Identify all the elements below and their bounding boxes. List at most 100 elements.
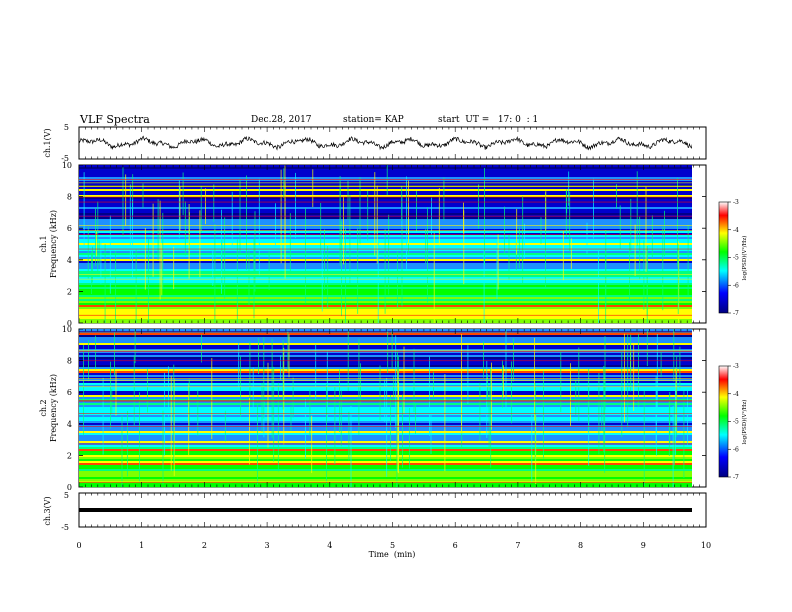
spectrogram-spike — [467, 345, 469, 404]
time-tick-label: 5 — [390, 541, 395, 550]
ch1-ytick-5: 5 — [64, 123, 69, 132]
spectrogram-spike — [646, 246, 648, 323]
spectrogram-row — [79, 375, 692, 378]
spectrogram-line — [79, 182, 692, 184]
colorbar-tick-label: -6 — [733, 282, 739, 289]
spectrogram-line — [79, 331, 692, 333]
time-tick-label: 7 — [515, 541, 520, 550]
spectrogram-spike — [311, 415, 313, 473]
spectrogram-spike — [273, 366, 275, 462]
colorbar-tick-label: -6 — [733, 446, 739, 453]
spectrogram-spike — [290, 406, 292, 431]
ch3-ytick-5: 5 — [64, 491, 69, 500]
spectrogram-spike — [357, 227, 359, 314]
spectrogram-spike — [401, 226, 403, 307]
spectrogram-spike — [398, 382, 399, 474]
spectrogram-spike — [672, 406, 674, 487]
spectrogram-spike — [601, 397, 603, 431]
spectrogram-spike — [231, 191, 233, 249]
spectrogram-row — [79, 343, 692, 346]
spectrogram-spike — [340, 390, 342, 447]
spectrogram-row — [79, 223, 692, 226]
spectrogram-spike — [97, 201, 99, 277]
spectrogram-spike — [568, 171, 570, 206]
spectrogram-spike — [320, 203, 322, 255]
spectrogram-row — [79, 383, 692, 386]
spectrogram-spike — [387, 331, 389, 373]
spectrogram-row — [79, 455, 692, 458]
spectrogram-line — [79, 443, 692, 445]
spectrogram-spike — [570, 363, 571, 427]
spectrogram-spike — [326, 350, 328, 422]
spectrogram-row — [79, 411, 692, 414]
spectrogram-spike — [488, 386, 490, 449]
spectrogram-spike — [511, 361, 512, 424]
spectrogram-spike — [427, 207, 428, 303]
spectrogram-row — [79, 359, 692, 362]
spectrogram-row — [79, 173, 692, 176]
spectrogram-spike — [409, 408, 410, 469]
spectrogram-line — [79, 179, 692, 180]
spectrogram-spike — [402, 394, 403, 468]
spectrogram-spike — [638, 333, 639, 408]
spectrogram-spike — [249, 341, 251, 405]
spectrogram-spike — [315, 344, 317, 400]
spectrogram-spike — [531, 412, 533, 483]
spectrogram-spike — [133, 356, 135, 426]
spectrogram-spike — [263, 337, 265, 419]
spectrogram-spike — [415, 403, 416, 434]
spectrogram-spike — [634, 224, 636, 276]
spectrogram-spike — [376, 185, 378, 264]
spectrogram-spike — [384, 229, 386, 314]
spectrogram-row — [79, 191, 692, 194]
spectrogram-spike — [543, 370, 544, 459]
spectrogram-spike — [100, 242, 102, 284]
spectrogram-spike — [104, 244, 106, 323]
spectrogram-spike — [162, 212, 164, 288]
colorbar-tick-label: -5 — [733, 419, 739, 426]
spectrogram-spike — [679, 346, 681, 389]
spectrogram-row — [79, 373, 692, 376]
ch1-spectrogram-heatmap — [79, 165, 692, 324]
spectrogram-spike — [83, 172, 85, 251]
spectrogram-spike — [565, 190, 567, 238]
spectrogram-spike — [212, 245, 214, 286]
spectrogram-spike — [484, 168, 485, 266]
spectrogram-row — [79, 449, 692, 452]
spectrogram-row — [79, 315, 692, 318]
spectrogram-row — [79, 407, 692, 410]
spectrogram-spike — [560, 351, 562, 413]
spectrogram-spike — [643, 240, 645, 310]
spectrogram-spike — [102, 377, 104, 455]
spectrogram-spike — [125, 174, 127, 226]
spectrogram-spike — [416, 191, 417, 231]
spectrogram-spike — [347, 181, 349, 220]
ch3-waveform-panel: 5 -5 ch.3(V) — [43, 491, 707, 532]
spectrogram-spike — [406, 176, 407, 271]
spectrogram-row — [79, 361, 692, 364]
spectrogram-spike — [283, 347, 285, 445]
spectrogram-spike — [95, 208, 96, 266]
spectrogram-spike — [534, 337, 535, 421]
spectrogram-spike — [391, 330, 393, 369]
spectrogram-spike — [425, 229, 427, 264]
spectrogram-spike — [349, 195, 351, 284]
spectrogram-row — [79, 225, 692, 228]
spectrogram-spike — [397, 351, 398, 390]
spectrogram-spike — [604, 336, 606, 410]
spectrogram-spike — [184, 201, 186, 256]
spectrogram-row — [79, 207, 692, 210]
time-tick-label: 3 — [265, 541, 270, 550]
spectrogram-row — [79, 165, 692, 168]
spectrogram-row — [79, 473, 692, 476]
spectrogram-row — [79, 453, 692, 456]
spectrogram-spike — [629, 242, 630, 302]
colorbar-tick-label: -7 — [733, 310, 739, 317]
spectrogram-row — [79, 355, 692, 358]
spectrogram-row — [79, 397, 692, 400]
spectrogram-line — [79, 196, 692, 198]
spectrogram-spike — [515, 239, 517, 270]
spectrogram-row — [79, 345, 692, 348]
spectrogram-row — [79, 321, 692, 324]
